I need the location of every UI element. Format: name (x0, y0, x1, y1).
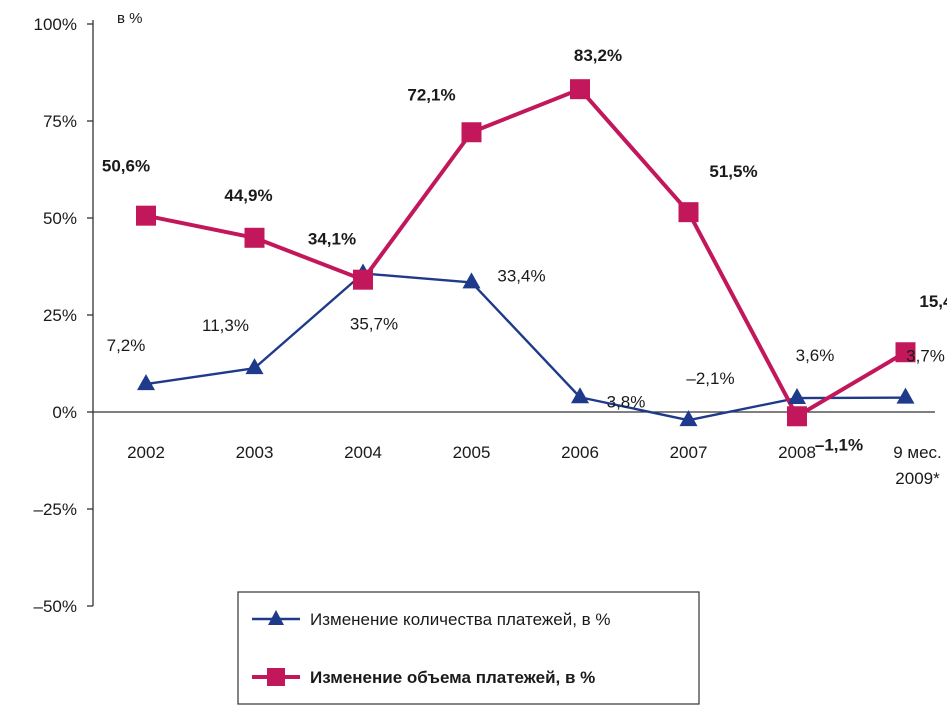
volume-data-label: 50,6% (102, 157, 150, 176)
y-tick-label: 50% (43, 209, 77, 228)
legend-label: Изменение количества платежей, в % (310, 610, 611, 629)
x-tick-label: 2003 (236, 443, 274, 462)
volume-data-label: 44,9% (224, 186, 272, 205)
legend-square-icon (267, 668, 285, 686)
volume-marker (678, 202, 699, 223)
count-data-label: 3,8% (607, 392, 646, 411)
count-marker (571, 387, 589, 404)
count-marker (137, 374, 155, 391)
count-data-label: 3,7% (906, 347, 945, 366)
count-series-line (145, 272, 906, 422)
legend-label: Изменение объема платежей, в % (310, 668, 595, 687)
count-marker (896, 387, 915, 404)
count-data-label: 35,7% (350, 314, 398, 333)
x-tick-label: 9 мес. (893, 443, 942, 462)
y-tick-label: –50% (34, 597, 77, 616)
volume-marker (136, 205, 156, 226)
count-marker (462, 272, 481, 289)
x-tick-label: 2005 (453, 443, 491, 462)
x-tick-label: 2007 (670, 443, 708, 462)
count-marker (245, 358, 264, 375)
volume-series-line (145, 87, 907, 419)
count-marker (788, 388, 806, 405)
x-tick-label: 2008 (778, 443, 816, 462)
volume-data-label: 51,5% (709, 162, 757, 181)
volume-marker (244, 227, 265, 248)
volume-data-label: 34,1% (308, 230, 356, 249)
x-tick-label: 2002 (127, 443, 165, 462)
unit-label: в % (117, 10, 142, 27)
volume-marker (895, 342, 916, 363)
count-marker (679, 410, 698, 427)
legend-box (237, 591, 700, 705)
x-tick-label: 2006 (561, 443, 599, 462)
y-tick-label: 25% (43, 306, 77, 325)
count-data-label: 11,3% (202, 316, 249, 335)
count-data-label: –2,1% (686, 369, 734, 388)
count-data-label: 3,6% (796, 346, 835, 365)
y-tick-label: –25% (34, 500, 77, 519)
volume-data-label: –1,1% (815, 435, 863, 454)
volume-marker (353, 269, 373, 290)
y-tick-label: 75% (43, 112, 77, 131)
count-data-label: 33,4% (497, 266, 545, 285)
x-tick-label: 2004 (344, 443, 382, 462)
volume-marker (787, 406, 807, 427)
y-tick-label: 100% (34, 15, 77, 34)
volume-marker (570, 79, 590, 100)
volume-marker (461, 122, 482, 143)
volume-data-label: 15,4% (919, 292, 947, 311)
volume-data-label: 83,2% (574, 46, 622, 65)
volume-data-label: 72,1% (407, 85, 455, 104)
x-tick-label: 2009* (895, 469, 940, 488)
y-tick-label: 0% (52, 403, 77, 422)
count-data-label: 7,2% (107, 336, 146, 355)
legend-triangle-icon (268, 610, 284, 625)
